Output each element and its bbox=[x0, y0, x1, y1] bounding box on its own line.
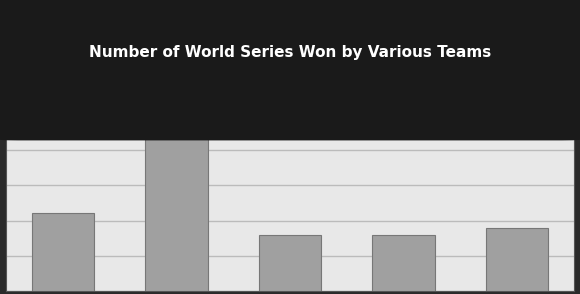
Bar bbox=[259, 235, 321, 291]
Bar bbox=[32, 213, 94, 291]
Text: Number of World Series Won by Various Teams: Number of World Series Won by Various Te… bbox=[89, 45, 491, 61]
FancyBboxPatch shape bbox=[0, 0, 580, 141]
Bar bbox=[145, 101, 208, 291]
Bar bbox=[486, 228, 548, 291]
Bar bbox=[372, 235, 435, 291]
